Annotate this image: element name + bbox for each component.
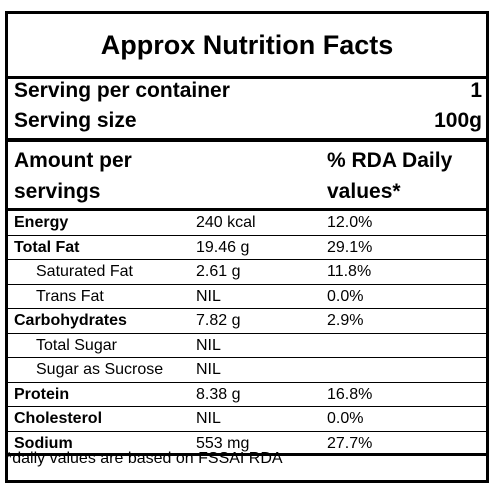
nutrient-row-saturated-fat: Saturated Fat 2.61 g 11.8% [8,260,486,285]
nutrient-amount: 240 kcal [196,214,256,231]
nutrient-row-total-fat: Total Fat 19.46 g 29.1% [8,236,486,260]
rda-footnote: *daily values are based on FSSAI RDA [6,450,283,467]
nutrient-amount: NIL [196,410,221,427]
nutrient-row-cholesterol: Cholesterol NIL 0.0% [8,407,486,432]
rda-header-line2: values* [327,180,401,203]
nutrition-title: Approx Nutrition Facts [8,14,486,79]
nutrient-name: Saturated Fat [36,263,133,280]
column-header: Amount per servings % RDA Daily values* [8,142,486,210]
nutrient-name: Cholesterol [14,410,103,427]
nutrient-row-sugar-as-sucrose: Sugar as Sucrose NIL [8,358,486,383]
rda-header-line1: % RDA Daily [327,149,453,172]
nutrient-rda: 2.9% [327,312,364,329]
serving-size-value: 100g [434,109,482,132]
nutrient-rda: 12.0% [327,214,373,231]
nutrient-row-trans-fat: Trans Fat NIL 0.0% [8,285,486,309]
nutrient-amount: NIL [196,336,221,354]
header-divider [8,208,486,211]
nutrient-rda: 29.1% [327,238,373,256]
nutrient-row-sodium: Sodium 553 mg 27.7% [8,432,486,456]
nutrient-rda: 27.7% [327,434,373,452]
nutrient-name: Protein [14,385,70,403]
nutrition-facts-panel: Approx Nutrition Facts Serving per conta… [5,11,489,483]
amount-header-line1: Amount per [14,149,132,172]
nutrient-row-total-sugar: Total Sugar NIL [8,334,486,358]
nutrient-name: Sodium [14,434,73,452]
nutrient-amount: 2.61 g [196,263,241,280]
nutrient-amount: 8.38 g [196,385,241,403]
nutrient-amount: 7.82 g [196,312,241,329]
nutrient-row-carbohydrates: Carbohydrates 7.82 g 2.9% [8,309,486,334]
serving-size-row: Serving size 100g [8,106,486,136]
nutrient-rda: 0.0% [327,410,364,427]
nutrient-table: Energy 240 kcal 12.0% Total Fat 19.46 g … [8,211,486,456]
nutrient-amount: NIL [196,361,221,378]
nutrient-rda: 11.8% [327,263,372,280]
serving-per-container-label: Serving per container [14,79,230,102]
nutrient-name: Energy [14,214,69,231]
nutrient-amount: 553 mg [196,434,250,452]
serving-per-container-value: 1 [470,79,482,102]
nutrient-name: Total Sugar [36,336,117,354]
amount-header: Amount per servings [14,145,204,207]
nutrient-row-energy: Energy 240 kcal 12.0% [8,211,486,236]
nutrient-name: Total Fat [14,238,80,256]
nutrient-row-protein: Protein 8.38 g 16.8% [8,383,486,407]
nutrient-amount: 19.46 g [196,238,250,256]
serving-per-container-row: Serving per container 1 [8,76,486,106]
amount-header-line2: servings [14,180,101,203]
nutrient-name: Sugar as Sucrose [36,361,164,378]
rda-header: % RDA Daily values* [327,145,477,207]
nutrient-amount: NIL [196,287,221,305]
nutrient-rda: 0.0% [327,287,364,305]
nutrient-rda: 16.8% [327,385,373,403]
serving-divider [8,138,486,142]
nutrient-name: Carbohydrates [14,312,127,329]
serving-size-label: Serving size [14,109,137,132]
nutrient-name: Trans Fat [36,287,104,305]
